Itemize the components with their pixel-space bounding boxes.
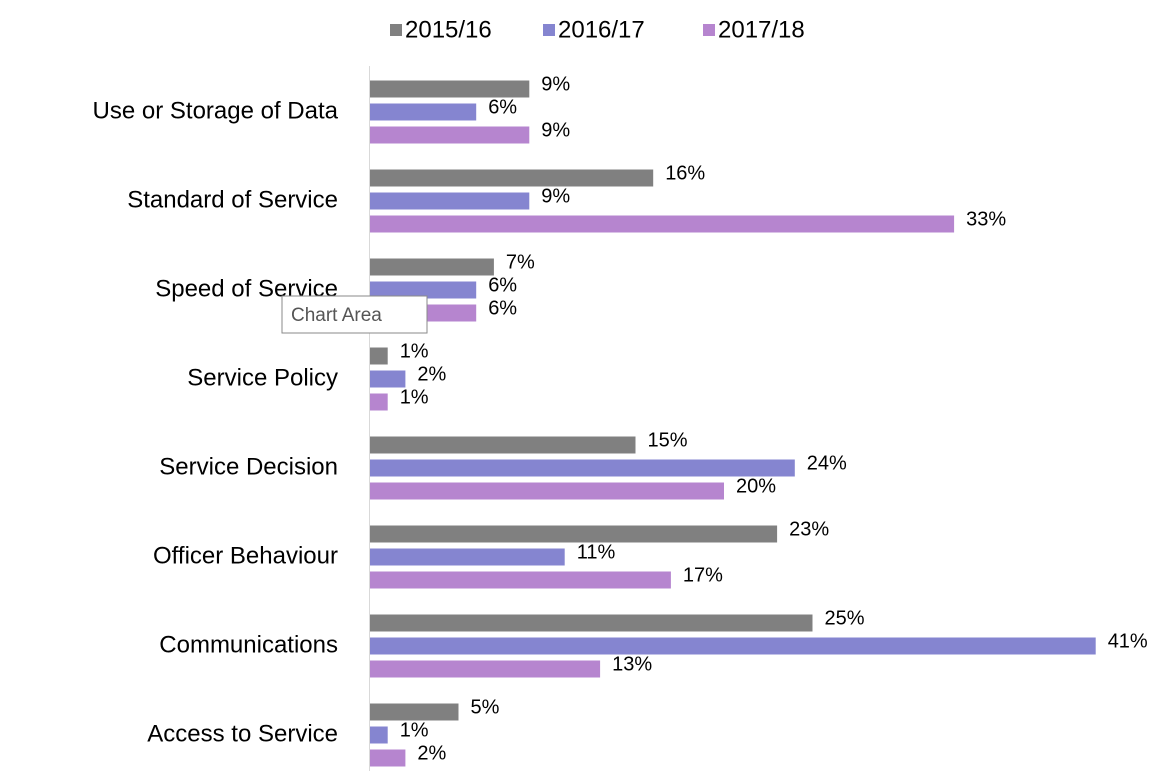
value-label: 23%	[789, 518, 829, 540]
bar	[370, 103, 477, 121]
value-label: 17%	[683, 564, 723, 586]
legend-label: 2016/17	[558, 16, 645, 43]
value-label: 1%	[400, 386, 429, 408]
bar	[370, 347, 388, 365]
value-label: 33%	[966, 208, 1006, 230]
value-label: 6%	[488, 274, 517, 296]
value-label: 11%	[577, 541, 616, 563]
plot: 2015/16 2016/17 2017/189%6%9%16%9%33%7%6%6…	[370, 16, 1148, 767]
value-label: 9%	[541, 119, 570, 141]
bar	[370, 482, 724, 500]
legend-label: 2017/18	[718, 16, 805, 43]
category-label: Communications	[159, 631, 338, 658]
bar	[370, 749, 406, 767]
bar	[370, 525, 778, 543]
value-label: 6%	[488, 297, 517, 319]
value-label: 9%	[541, 73, 570, 95]
bar	[370, 215, 955, 233]
category-label: Officer Behaviour	[153, 542, 338, 569]
bar	[370, 459, 795, 477]
value-label: 2%	[417, 363, 446, 385]
value-label: 25%	[825, 607, 865, 629]
category-label: Standard of Service	[127, 186, 338, 213]
bar	[370, 258, 494, 276]
value-label: 13%	[612, 653, 652, 675]
value-label: 6%	[488, 96, 517, 118]
legend-swatch	[703, 24, 715, 36]
tooltip-text: Chart Area	[291, 305, 382, 326]
bar	[370, 614, 813, 632]
value-label: 1%	[400, 340, 429, 362]
bar	[370, 281, 477, 299]
bar	[370, 169, 654, 187]
legend-swatch	[390, 24, 402, 36]
value-label: 2%	[417, 742, 446, 764]
bar	[370, 436, 636, 454]
bar	[370, 660, 601, 678]
bar	[370, 393, 388, 411]
value-label: 9%	[541, 185, 570, 207]
category-label: Service Policy	[187, 364, 338, 391]
value-label: 41%	[1108, 630, 1148, 652]
value-label: 1%	[400, 719, 429, 741]
bar	[370, 637, 1096, 655]
tooltip-box	[281, 295, 428, 334]
category-label: Access to Service	[147, 720, 338, 747]
category-label: Use or Storage of Data	[93, 97, 339, 124]
bar	[370, 192, 530, 210]
value-label: 15%	[648, 429, 688, 451]
bar	[370, 726, 388, 744]
bar	[370, 703, 459, 721]
value-label: 5%	[471, 696, 500, 718]
value-label: 24%	[807, 452, 847, 474]
tooltip: Chart Area	[281, 295, 428, 334]
bar	[370, 80, 530, 98]
bar	[370, 548, 565, 566]
category-label: Service Decision	[159, 453, 338, 480]
bar	[370, 370, 406, 388]
value-label: 20%	[736, 475, 776, 497]
bar	[370, 126, 530, 144]
bar	[370, 571, 671, 589]
value-label: 7%	[506, 251, 535, 273]
legend-swatch	[543, 24, 555, 36]
value-label: 16%	[665, 162, 705, 184]
legend-label: 2015/16	[405, 16, 492, 43]
